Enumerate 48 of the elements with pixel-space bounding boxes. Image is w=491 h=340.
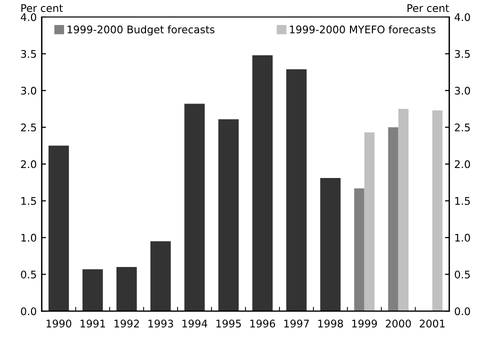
y-tick-label: 2.0 [21, 160, 36, 168]
bar [150, 241, 171, 312]
bar [184, 104, 205, 312]
y2-axis-title: Per cent [408, 4, 450, 12]
y-tick-label: 0.5 [20, 270, 36, 278]
x-tick-label: 1995 [216, 320, 241, 328]
y2-tick-label: 1.0 [455, 234, 470, 242]
y2-tick-label: 2.5 [454, 124, 470, 132]
x-tick-label: 1996 [250, 320, 276, 328]
bar [218, 119, 239, 312]
legend-label: 1999-2000 MYEFO forecasts [290, 25, 436, 34]
y-tick-label: 1.0 [21, 234, 36, 242]
y-tick-label: 3.5 [21, 50, 36, 58]
y-tick-label: 4.0 [20, 13, 36, 22]
y-tick-label: 3.0 [21, 86, 36, 95]
x-tick-label: 2000 [386, 320, 411, 328]
bar [320, 178, 341, 312]
y2-tick-label: 0.5 [454, 270, 470, 278]
x-tick-label: 1998 [318, 320, 343, 328]
y-tick-label: 1.5 [21, 197, 36, 205]
bar [116, 266, 137, 312]
y-tick-label: 2.5 [21, 124, 36, 132]
bar [286, 69, 307, 312]
y2-tick-label: 4.0 [454, 13, 470, 22]
x-tick-label: 1997 [284, 320, 309, 328]
x-tick-label: 1993 [148, 320, 174, 328]
x-tick-label: 1999 [352, 320, 377, 328]
y-axis-title: Per cent [21, 4, 63, 12]
bar [398, 108, 409, 312]
y2-tick-label: 3.5 [454, 50, 470, 58]
bar [252, 55, 273, 312]
x-tick-label: 1990 [46, 320, 72, 328]
legend-label: 1999-2000 Budget forecasts [68, 25, 214, 36]
x-tick-label: 2001 [420, 320, 445, 328]
x-tick-label: 1991 [80, 320, 105, 328]
bar [48, 146, 69, 312]
y2-tick-label: 2.0 [454, 160, 470, 168]
x-tick-label: 1992 [114, 320, 139, 328]
bar [364, 132, 375, 312]
y2-tick-label: 1.5 [455, 197, 470, 205]
bar [354, 188, 364, 312]
y-tick-label: 0.0 [20, 307, 36, 316]
y2-tick-label: 3.0 [454, 86, 470, 95]
x-tick-label: 1994 [182, 320, 208, 328]
bar [82, 269, 103, 312]
bar [388, 127, 398, 312]
bar [432, 110, 442, 312]
y2-tick-label: 0.0 [454, 307, 470, 316]
